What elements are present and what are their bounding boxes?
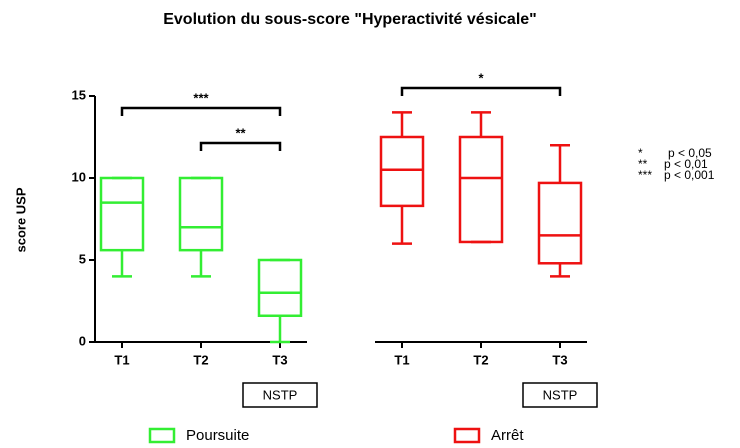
box	[257, 258, 303, 318]
lower-whisker	[550, 263, 570, 278]
lower-whisker	[270, 315, 290, 344]
significance-text: p < 0,001	[664, 168, 715, 182]
box	[379, 135, 425, 208]
x-tick-label: T3	[552, 352, 567, 367]
legend-label: Poursuite	[186, 427, 249, 444]
group-label-box	[242, 382, 318, 408]
lower-whisker	[191, 250, 211, 278]
y-tick-label: 0	[79, 333, 86, 348]
upper-whisker	[471, 111, 491, 137]
significance-label: **	[235, 125, 246, 140]
significance-label: *	[478, 70, 484, 85]
significance-symbol: *	[638, 146, 643, 160]
lower-whisker	[392, 205, 412, 245]
y-tick-label: 15	[72, 87, 86, 102]
x-tick-label: T2	[193, 352, 208, 367]
x-tick-label: T1	[114, 352, 129, 367]
legend-swatch	[453, 427, 481, 444]
x-tick-label: T2	[473, 352, 488, 367]
box	[537, 181, 583, 265]
chart-title: Evolution du sous-score "Hyperactivité v…	[163, 11, 537, 28]
significance-symbol: **	[638, 157, 648, 171]
x-tick-label: T3	[272, 352, 287, 367]
box	[99, 176, 145, 252]
group-label-box	[522, 382, 598, 408]
significance-symbol: ***	[638, 168, 652, 182]
y-axis-label: score USP	[13, 187, 28, 252]
group-label: NSTP	[263, 387, 298, 402]
upper-whisker	[392, 111, 412, 137]
significance-bracket	[199, 141, 282, 151]
y-tick-label: 10	[72, 169, 86, 184]
group-label: NSTP	[543, 387, 578, 402]
x-tick-label: T1	[394, 352, 409, 367]
box	[458, 135, 504, 244]
significance-text: p < 0,05	[668, 146, 712, 160]
upper-whisker	[550, 143, 570, 183]
legend-swatch	[148, 427, 176, 444]
significance-bracket	[120, 106, 282, 116]
significance-bracket	[400, 86, 562, 96]
significance-label: ***	[193, 90, 209, 105]
y-tick-label: 5	[79, 251, 86, 266]
significance-text: p < 0,01	[664, 157, 708, 171]
box	[178, 176, 224, 252]
lower-whisker	[112, 250, 132, 278]
legend-label: Arrêt	[491, 427, 524, 444]
